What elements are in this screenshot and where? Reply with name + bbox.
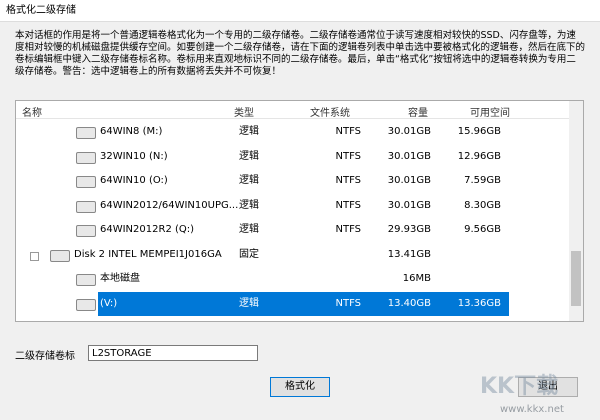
cell-size: 30.01GB [387,126,431,137]
column-header: 容量 [408,108,428,119]
window-title: 格式化二级存储 [0,0,600,22]
cell-free: 8.30GB [464,199,501,211]
drive-icon [76,200,96,213]
cell-fs: NTFS [335,297,361,309]
cell-fs: NTFS [335,126,361,137]
cell-name: 32WIN10 (N:) [100,150,168,162]
cell-free: 12.96GB [457,150,501,162]
column-header: 文件系统 [310,108,350,119]
cell-name: 本地磁盘 [100,273,140,284]
watermark-url: www.kkx.net [500,404,564,415]
format-button[interactable]: 格式化 [270,377,330,397]
cell-fs: NTFS [335,224,361,235]
drive-icon [76,151,96,164]
drive-icon [76,176,96,188]
cell-type: 逻辑 [239,224,259,235]
cell-type: 逻辑 [239,199,259,211]
cell-free: 7.59GB [464,175,501,186]
drive-icon [76,225,96,237]
cell-name: (V:) [100,297,118,309]
cell-type: 逻辑 [239,297,259,309]
field-label: 二级存储卷标 [15,351,75,362]
watermark: KK下载 [480,374,559,399]
cell-size: 30.01GB [387,175,431,186]
exit-button[interactable]: 退出 [518,377,578,397]
cell-size: 13.41GB [387,248,431,260]
header-divider [16,118,569,119]
tree-expander [30,251,39,261]
cell-name: 64WIN10 (O:) [100,175,168,186]
cell-type: 固定 [239,248,259,260]
drive-icon [76,298,96,311]
label-input[interactable]: L2STORAGE [88,345,258,361]
cell-free: 13.36GB [457,297,501,309]
cell-name: Disk 2 INTEL MEMPEI1J016GA [74,248,222,260]
cell-size: 13.40GB [387,297,431,309]
cell-fs: NTFS [335,150,361,162]
drive-icon [76,274,96,286]
cell-free: 15.96GB [457,126,501,137]
cell-size: 16MB [402,273,431,284]
scrollbar[interactable] [569,101,583,321]
cell-size: 29.93GB [387,224,431,235]
cell-free: 9.56GB [464,224,501,235]
description: 本对话框的作用是将一个普通逻辑卷格式化为一个专用的二级存储卷。二级存储卷通常位于… [15,30,586,77]
cell-fs: NTFS [335,175,361,186]
cell-size: 30.01GB [387,199,431,211]
cell-name: 64WIN8 (M:) [100,126,163,137]
column-header: 名称 [22,108,42,119]
cell-size: 30.01GB [387,150,431,162]
scroll-thumb[interactable] [571,251,581,306]
cell-name: 64WIN2012/64WIN10UPG... [100,199,239,211]
cell-type: 逻辑 [239,126,259,137]
column-header: 类型 [234,108,254,119]
cell-fs: NTFS [335,199,361,211]
selected-row [98,291,509,316]
cell-name: 64WIN2012R2 (Q:) [100,224,195,235]
cell-type: 逻辑 [239,175,259,186]
volume-list: 名称 类型 文件系统 容量 可用空间 64WIN8 (M:) 逻辑 NTFS 30.01GB 15… [15,100,584,322]
drive-icon [50,249,70,262]
column-header: 可用空间 [470,108,510,119]
cell-type: 逻辑 [239,150,259,162]
drive-icon [76,127,96,139]
